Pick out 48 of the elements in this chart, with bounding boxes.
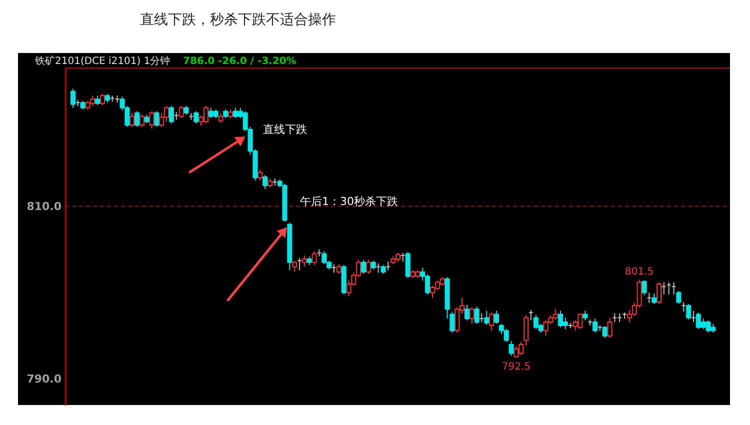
candlestick — [194, 110, 199, 124]
annotation: 直线下跌 — [263, 123, 307, 136]
candlestick — [154, 110, 160, 128]
annotation: 792.5 — [502, 361, 531, 372]
candlestick — [656, 282, 662, 304]
candlestick — [218, 112, 224, 123]
candlestick — [178, 106, 184, 119]
candlestick — [607, 317, 612, 338]
text: -26.0 / -3.20% — [218, 56, 296, 67]
candlestick — [508, 340, 514, 356]
annotation: 午后1：30秒杀下跌 — [300, 195, 398, 208]
chart-title: 直线下跌，秒杀下跌不适合操作 — [140, 12, 336, 28]
candlestick — [469, 306, 474, 324]
candlestick — [302, 255, 307, 268]
chart-subtitle: 铁矿2101(DCE i2101) 1分钟 — [34, 55, 170, 67]
candlestick — [149, 110, 154, 129]
candlestick — [258, 169, 263, 181]
y-tick-label: 790.0 — [26, 372, 62, 386]
candlestick — [292, 260, 298, 272]
candlestick — [652, 293, 657, 304]
candlestick — [474, 306, 480, 324]
candlestick — [361, 259, 366, 274]
candlestick — [336, 264, 342, 274]
candlestick — [676, 290, 682, 304]
candlestick — [464, 304, 470, 321]
candlestick — [70, 88, 76, 108]
candlestick — [139, 114, 144, 128]
candlestick — [130, 112, 135, 128]
candlestick — [95, 95, 100, 106]
annotation: 801.5 — [624, 266, 654, 278]
candlestick — [134, 110, 140, 128]
candlestick — [100, 93, 106, 106]
candlestick — [366, 259, 371, 274]
candlestick — [642, 280, 647, 296]
candlestick — [592, 318, 598, 333]
text: 786.0 — [183, 56, 215, 67]
candlestick — [262, 174, 268, 190]
candlestick — [494, 310, 499, 324]
candlestick — [450, 311, 455, 333]
candlestick — [489, 312, 494, 332]
candlestick — [312, 250, 317, 266]
candlestick — [168, 106, 174, 124]
candlestick — [582, 310, 588, 321]
y-tick-label: 810.0 — [26, 200, 62, 213]
candlestick — [405, 252, 410, 278]
candlestick — [524, 314, 529, 346]
candlestick — [484, 310, 490, 326]
candlestick — [686, 303, 692, 320]
